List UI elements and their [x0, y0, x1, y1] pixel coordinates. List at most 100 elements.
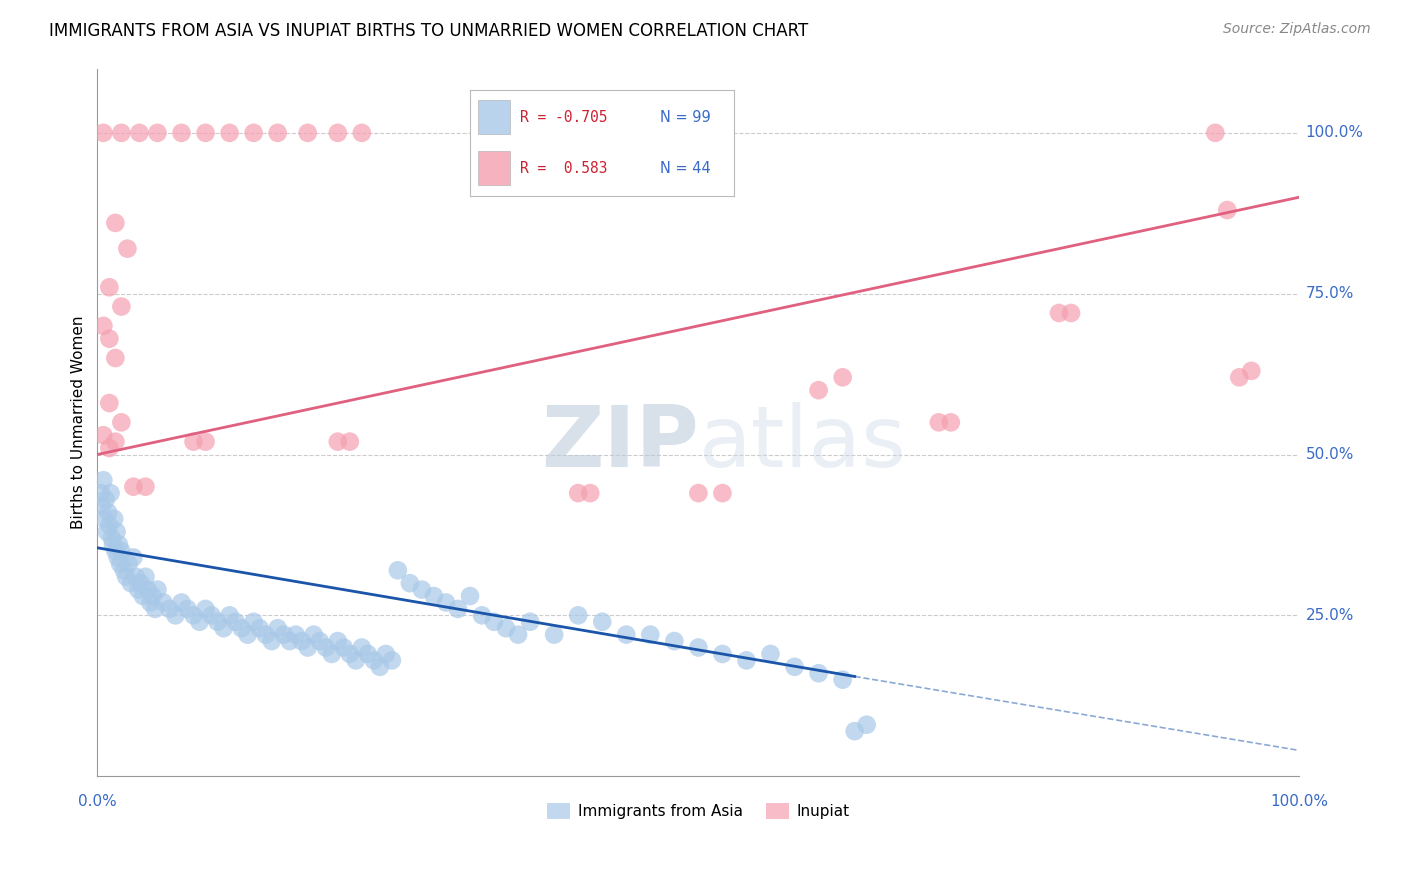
Point — [254, 627, 277, 641]
Point — [103, 512, 125, 526]
Point — [266, 126, 288, 140]
Point — [711, 486, 734, 500]
Point — [315, 640, 337, 655]
Point — [108, 538, 131, 552]
Text: Source: ZipAtlas.com: Source: ZipAtlas.com — [1223, 22, 1371, 37]
Point — [170, 595, 193, 609]
Point — [170, 126, 193, 140]
Point — [326, 126, 349, 140]
Point — [152, 595, 174, 609]
Point — [807, 383, 830, 397]
Point — [1227, 370, 1250, 384]
Point — [266, 621, 288, 635]
Point — [495, 621, 517, 635]
Point — [1060, 306, 1083, 320]
Text: IMMIGRANTS FROM ASIA VS INUPIAT BIRTHS TO UNMARRIED WOMEN CORRELATION CHART: IMMIGRANTS FROM ASIA VS INUPIAT BIRTHS T… — [49, 22, 808, 40]
Point — [125, 570, 148, 584]
Point — [122, 550, 145, 565]
Point — [218, 126, 240, 140]
Point — [640, 627, 662, 641]
Point — [146, 582, 169, 597]
Text: 75.0%: 75.0% — [1305, 286, 1354, 301]
Point — [104, 351, 127, 365]
Point — [447, 602, 470, 616]
Point — [93, 512, 115, 526]
Point — [326, 434, 349, 449]
Point — [93, 126, 115, 140]
Point — [567, 608, 589, 623]
Point — [96, 524, 118, 539]
Point — [93, 428, 115, 442]
Point — [278, 634, 301, 648]
Point — [242, 615, 264, 629]
Point — [90, 486, 112, 500]
Point — [101, 538, 124, 552]
Point — [176, 602, 198, 616]
Point — [387, 563, 409, 577]
Point — [368, 660, 391, 674]
Point — [273, 627, 295, 641]
Point — [1240, 364, 1263, 378]
Text: ZIP: ZIP — [541, 402, 699, 485]
Point — [1216, 202, 1239, 217]
Point — [188, 615, 211, 629]
Point — [110, 415, 132, 429]
Point — [231, 621, 253, 635]
Point — [291, 634, 314, 648]
Text: 25.0%: 25.0% — [1305, 607, 1354, 623]
Point — [579, 486, 602, 500]
Point — [831, 673, 853, 687]
Point — [134, 570, 156, 584]
Point — [104, 216, 127, 230]
Point — [260, 634, 283, 648]
Point — [350, 640, 373, 655]
Text: 100.0%: 100.0% — [1305, 126, 1364, 140]
Point — [321, 647, 343, 661]
Point — [97, 505, 120, 519]
Point — [236, 627, 259, 641]
Point — [759, 647, 782, 661]
Point — [1204, 126, 1226, 140]
Point — [93, 318, 115, 333]
Point — [363, 653, 385, 667]
Point — [110, 544, 132, 558]
Point — [297, 126, 319, 140]
Point — [105, 524, 128, 539]
Point — [381, 653, 404, 667]
Point — [249, 621, 271, 635]
Point — [711, 647, 734, 661]
Point — [471, 608, 494, 623]
Point — [129, 576, 152, 591]
Point — [146, 126, 169, 140]
Point — [284, 627, 307, 641]
Point — [117, 557, 139, 571]
Point — [104, 434, 127, 449]
Point — [225, 615, 247, 629]
Point — [132, 589, 155, 603]
Point — [458, 589, 481, 603]
Point — [297, 640, 319, 655]
Text: 100.0%: 100.0% — [1271, 794, 1329, 809]
Point — [108, 557, 131, 571]
Point — [142, 589, 165, 603]
Point — [194, 602, 217, 616]
Point — [344, 653, 367, 667]
Point — [855, 717, 877, 731]
Point — [200, 608, 222, 623]
Point — [98, 518, 121, 533]
Text: atlas: atlas — [699, 402, 907, 485]
Point — [374, 647, 396, 661]
Point — [664, 634, 686, 648]
Text: 50.0%: 50.0% — [1305, 447, 1354, 462]
Point — [783, 660, 806, 674]
Point — [357, 647, 380, 661]
Point — [688, 486, 710, 500]
Point — [159, 602, 181, 616]
Point — [127, 582, 149, 597]
Point — [143, 602, 166, 616]
Point — [112, 563, 135, 577]
Point — [98, 332, 121, 346]
Point — [110, 126, 132, 140]
Point — [93, 473, 115, 487]
Point — [212, 621, 235, 635]
